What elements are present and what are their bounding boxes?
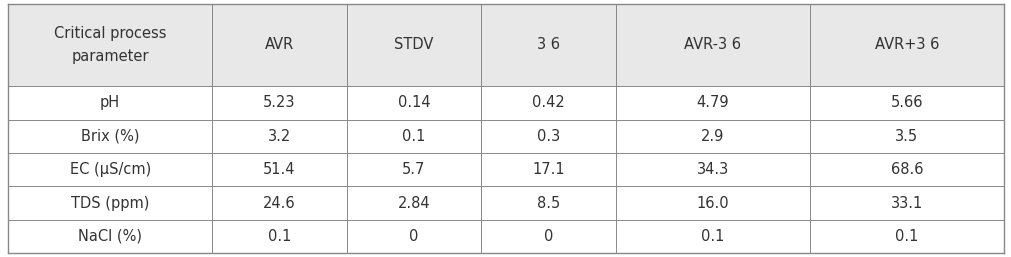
Text: 0: 0 (408, 229, 419, 244)
Text: 0.1: 0.1 (701, 229, 724, 244)
Bar (212, 186, 347, 220)
Bar (8, 220, 212, 253)
Bar (212, 4, 347, 86)
Text: 0.1: 0.1 (895, 229, 918, 244)
Text: 51.4: 51.4 (263, 162, 295, 177)
Bar (347, 153, 480, 186)
Bar (347, 86, 480, 120)
Bar (347, 186, 480, 220)
Bar (8, 86, 212, 120)
Bar (347, 220, 480, 253)
Bar (8, 153, 212, 186)
Bar (480, 186, 615, 220)
Bar (615, 86, 809, 120)
Bar (480, 220, 615, 253)
Text: STDV: STDV (394, 38, 433, 52)
Text: TDS (ppm): TDS (ppm) (71, 196, 150, 210)
Bar (480, 153, 615, 186)
Bar (212, 220, 347, 253)
Text: 0.14: 0.14 (397, 95, 430, 110)
Text: 5.23: 5.23 (263, 95, 295, 110)
Text: Critical process: Critical process (54, 26, 166, 41)
Text: 0.42: 0.42 (532, 95, 564, 110)
Text: 16.0: 16.0 (696, 196, 728, 210)
Bar (615, 4, 809, 86)
Text: 0.3: 0.3 (536, 129, 559, 144)
Text: AVR: AVR (265, 38, 294, 52)
Text: AVR+3 6: AVR+3 6 (874, 38, 938, 52)
Text: 5.7: 5.7 (401, 162, 426, 177)
Bar (347, 120, 480, 153)
Bar (809, 86, 1003, 120)
Bar (809, 4, 1003, 86)
Bar (615, 120, 809, 153)
Text: EC (μS/cm): EC (μS/cm) (70, 162, 151, 177)
Text: NaCl (%): NaCl (%) (78, 229, 142, 244)
Bar (8, 186, 212, 220)
Text: 8.5: 8.5 (536, 196, 559, 210)
Text: AVR-3 6: AVR-3 6 (683, 38, 740, 52)
Bar (615, 153, 809, 186)
Text: 0: 0 (543, 229, 552, 244)
Bar (809, 220, 1003, 253)
Text: 33.1: 33.1 (890, 196, 922, 210)
Text: parameter: parameter (72, 49, 149, 64)
Bar (480, 4, 615, 86)
Bar (809, 120, 1003, 153)
Text: 0.1: 0.1 (401, 129, 426, 144)
Text: 3.5: 3.5 (895, 129, 917, 144)
Text: 2.9: 2.9 (701, 129, 724, 144)
Text: Brix (%): Brix (%) (81, 129, 140, 144)
Bar (8, 120, 212, 153)
Text: 34.3: 34.3 (696, 162, 728, 177)
Bar (8, 4, 212, 86)
Bar (615, 220, 809, 253)
Text: 24.6: 24.6 (263, 196, 295, 210)
Text: pH: pH (100, 95, 120, 110)
Bar (615, 186, 809, 220)
Text: 17.1: 17.1 (532, 162, 564, 177)
Bar (809, 186, 1003, 220)
Text: 3 6: 3 6 (536, 38, 559, 52)
Text: 0.1: 0.1 (268, 229, 291, 244)
Text: 68.6: 68.6 (890, 162, 922, 177)
Bar (480, 86, 615, 120)
Text: 5.66: 5.66 (890, 95, 922, 110)
Bar (347, 4, 480, 86)
Bar (809, 153, 1003, 186)
Bar (212, 120, 347, 153)
Bar (212, 86, 347, 120)
Bar (212, 153, 347, 186)
Bar (480, 120, 615, 153)
Text: 3.2: 3.2 (268, 129, 291, 144)
Text: 4.79: 4.79 (696, 95, 728, 110)
Text: 2.84: 2.84 (397, 196, 430, 210)
